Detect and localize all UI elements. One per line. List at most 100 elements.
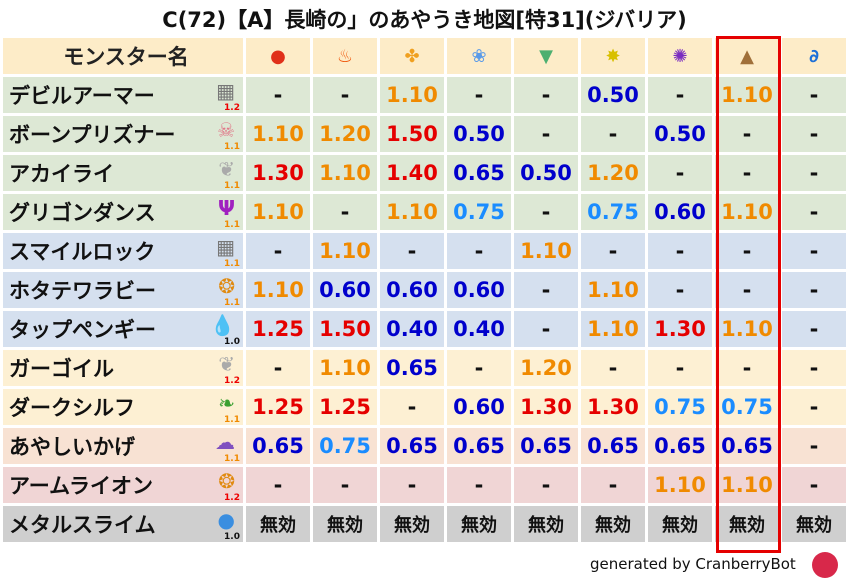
resistance-value: 1.25 <box>313 389 377 425</box>
resistance-value: 1.10 <box>581 311 645 347</box>
resistance-value: 0.65 <box>380 428 444 464</box>
resistance-value: 0.75 <box>313 428 377 464</box>
monster-name: メタルスライム <box>9 513 156 537</box>
monster-name-cell: あやしいかげ ☁ 1.1 <box>3 428 243 464</box>
header-element: ▲ <box>715 38 779 74</box>
resistance-value: 0.60 <box>447 389 511 425</box>
header-element: ▼ <box>514 38 578 74</box>
resistance-value: - <box>447 77 511 113</box>
resistance-value: - <box>246 77 310 113</box>
header-row: モンスター名 ● ♨ ✤ ❀ ▼ ✸ ✺ ▲ ∂ <box>3 38 846 74</box>
resistance-value: 1.50 <box>313 311 377 347</box>
resistance-value: - <box>782 311 846 347</box>
table-row: デビルアーマー ▦ 1.2- -1.10- -0.50-1.10- <box>3 77 846 113</box>
resistance-value: 0.75 <box>648 389 712 425</box>
level-badge: 1.1 <box>224 454 240 464</box>
resistance-value: 1.10 <box>715 77 779 113</box>
resistance-value: 0.40 <box>447 311 511 347</box>
resistance-value: 1.30 <box>648 311 712 347</box>
monster-name-cell: メタルスライム ● 1.0 <box>3 506 243 542</box>
resistance-value: 1.30 <box>581 389 645 425</box>
resistance-value: 1.10 <box>313 155 377 191</box>
monster-name: アームライオン <box>9 474 154 498</box>
monster-name: グリゴンダンス <box>9 201 156 225</box>
resistance-value: - <box>313 77 377 113</box>
shadow-icon: ☁ <box>215 430 235 454</box>
monster-name: デビルアーマー <box>9 84 155 108</box>
monster-name-cell: スマイルロック ▦ 1.1 <box>3 233 243 269</box>
resistance-value: - <box>246 233 310 269</box>
monster-name-cell: アームライオン ❂ 1.2 <box>3 467 243 503</box>
monster-name-cell: グリゴンダンス Ψ 1.1 <box>3 194 243 230</box>
level-badge: 1.1 <box>224 181 240 191</box>
resistance-value: - <box>313 467 377 503</box>
level-badge: 1.1 <box>224 415 240 425</box>
water-wave-icon: ∂ <box>809 45 819 67</box>
table-row: ボーンプリズナー ☠ 1.1 1.10 1.20 1.50 0.50- -0.50- - <box>3 116 846 152</box>
resistance-value: 0.60 <box>447 272 511 308</box>
resistance-value: - <box>648 155 712 191</box>
highlight-column-box <box>716 36 781 553</box>
header-element: ❀ <box>447 38 511 74</box>
monster-name-cell: アカイライ ❦ 1.1 <box>3 155 243 191</box>
monster-name: ボーンプリズナー <box>9 123 176 147</box>
header-element: ✤ <box>380 38 444 74</box>
resistance-value: 1.20 <box>514 350 578 386</box>
resistance-value: 1.20 <box>581 155 645 191</box>
brick-wall-icon: ▦ <box>216 235 235 259</box>
monster-name-cell: ホタテワラビー ❂ 1.1 <box>3 272 243 308</box>
header-element: ✺ <box>648 38 712 74</box>
resistance-value: - <box>648 350 712 386</box>
level-badge: 1.2 <box>224 103 240 113</box>
resistance-value: - <box>782 233 846 269</box>
resistance-value: 無効 <box>380 506 444 542</box>
resistance-value: - <box>648 272 712 308</box>
resistance-value: - <box>246 350 310 386</box>
header-name: モンスター名 <box>3 38 243 74</box>
monster-name-cell: タップペンギー 💧 1.0 <box>3 311 243 347</box>
resistance-value: - <box>782 389 846 425</box>
header-element: ✸ <box>581 38 645 74</box>
resistance-value: 1.10 <box>648 467 712 503</box>
resistance-value: - <box>246 467 310 503</box>
level-badge: 1.1 <box>224 259 240 269</box>
resistance-value: 1.10 <box>715 194 779 230</box>
water-drop-icon: 💧 <box>210 313 235 337</box>
resistance-value: - <box>380 467 444 503</box>
resistance-value: 0.65 <box>715 428 779 464</box>
dark-swirl-icon: ✺ <box>672 45 688 67</box>
resistance-value: 無効 <box>715 506 779 542</box>
resistance-value: 0.60 <box>313 272 377 308</box>
resistance-value: 0.65 <box>648 428 712 464</box>
table-row: グリゴンダンス Ψ 1.1 1.10-1.10 0.75-0.75 0.60 1.10- <box>3 194 846 230</box>
monster-name-cell: ボーンプリズナー ☠ 1.1 <box>3 116 243 152</box>
resistance-value: - <box>514 311 578 347</box>
skull-icon: ☠ <box>217 118 235 142</box>
resistance-value: 1.10 <box>715 467 779 503</box>
table-row: ダークシルフ ❧ 1.1 1.25 1.25-0.60 1.30 1.30 0.75 0.75- <box>3 389 846 425</box>
resistance-value: 1.30 <box>514 389 578 425</box>
resistance-table: モンスター名 ● ♨ ✤ ❀ ▼ ✸ ✺ ▲ ∂ デビルアーマー ▦ 1.2- -1.10- -0.50-1… <box>0 35 849 545</box>
resistance-value: - <box>581 467 645 503</box>
resistance-value: 1.10 <box>581 272 645 308</box>
table-row: ガーゴイル ❦ 1.2-1.10 0.65-1.20- - - - <box>3 350 846 386</box>
paw-icon: ❂ <box>218 469 235 493</box>
resistance-value: - <box>715 116 779 152</box>
resistance-value: 1.40 <box>380 155 444 191</box>
resistance-value: - <box>581 350 645 386</box>
resistance-value: 無効 <box>514 506 578 542</box>
level-badge: 1.1 <box>224 220 240 230</box>
level-badge: 1.1 <box>224 298 240 308</box>
resistance-value: - <box>782 467 846 503</box>
explosion-icon: ✤ <box>404 45 420 67</box>
resistance-value: - <box>514 194 578 230</box>
resistance-value: 1.10 <box>246 272 310 308</box>
resistance-value: 1.50 <box>380 116 444 152</box>
monster-name: ホタテワラビー <box>9 279 156 303</box>
resistance-value: - <box>715 155 779 191</box>
resistance-value: 無効 <box>581 506 645 542</box>
header-element: ♨ <box>313 38 377 74</box>
flame-icon: ♨ <box>336 45 354 67</box>
resistance-value: 0.60 <box>380 272 444 308</box>
monster-name: アカイライ <box>9 162 114 186</box>
